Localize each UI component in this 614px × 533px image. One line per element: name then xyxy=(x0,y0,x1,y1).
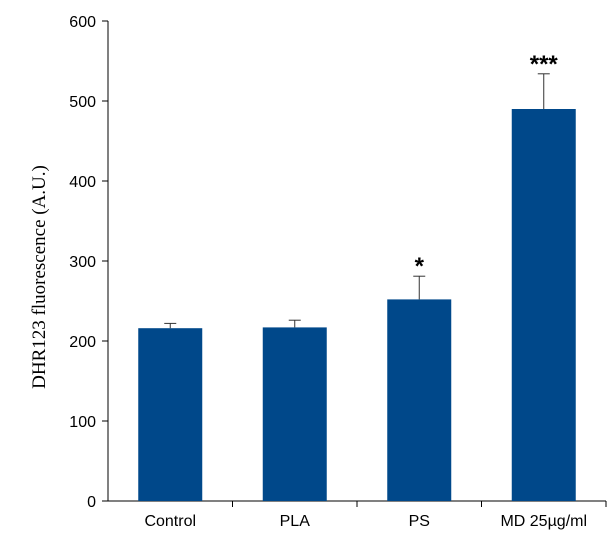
y-tick-label: 400 xyxy=(69,174,96,191)
significance-marker: *** xyxy=(530,51,559,78)
x-tick-label: Control xyxy=(144,513,196,530)
x-tick-label: MD 25µg/ml xyxy=(500,513,587,530)
y-tick-label: 500 xyxy=(69,94,96,111)
y-tick-label: 0 xyxy=(87,494,96,511)
bar xyxy=(138,328,203,501)
y-axis-label: DHR123 fluorescence (A.U.) xyxy=(29,165,50,389)
x-tick-label: PS xyxy=(409,513,430,530)
significance-marker: * xyxy=(415,253,425,280)
y-tick-label: 200 xyxy=(69,334,96,351)
y-tick-label: 600 xyxy=(69,14,96,31)
y-tick-label: 300 xyxy=(69,254,96,271)
bar xyxy=(511,109,576,501)
bar xyxy=(262,327,327,501)
bar xyxy=(387,299,452,501)
y-tick-label: 100 xyxy=(69,414,96,431)
x-tick-label: PLA xyxy=(280,513,311,530)
plot-area: 0 100 200 300 400 500 600 Control PLA * PS *** MD 25… xyxy=(69,14,607,530)
